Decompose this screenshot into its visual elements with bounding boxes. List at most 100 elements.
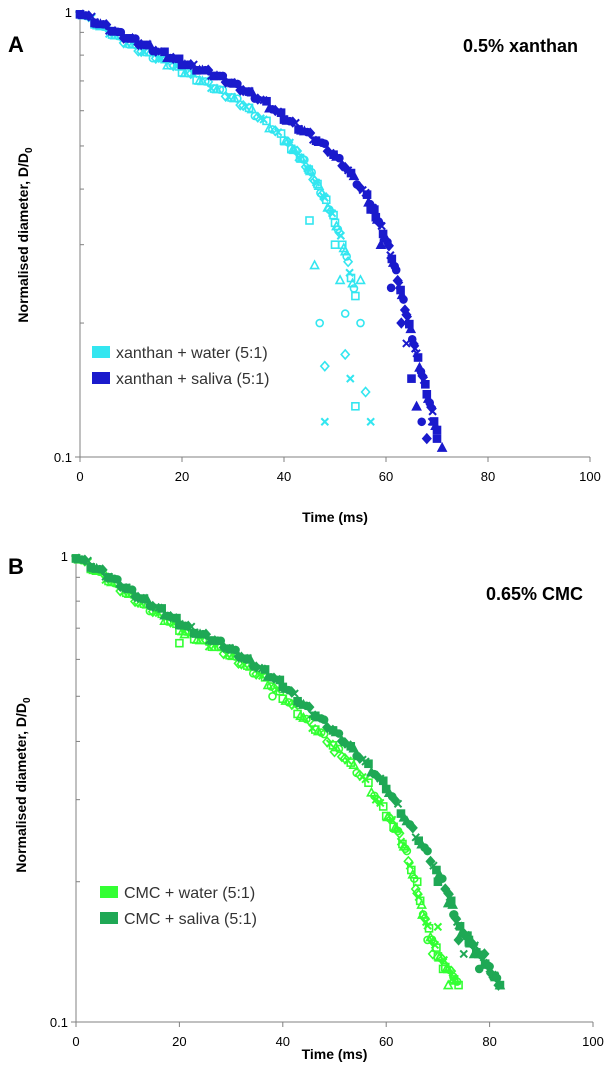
data-point [183, 68, 193, 78]
series-1 [75, 9, 448, 452]
data-point [360, 386, 371, 398]
data-point [378, 802, 388, 811]
data-point [402, 846, 412, 856]
data-point [464, 935, 474, 945]
data-point [375, 238, 387, 249]
data-point [485, 964, 494, 974]
data-point [319, 360, 330, 372]
x-tick-label: 60 [379, 1034, 393, 1049]
data-point [454, 980, 463, 990]
y-tick-label: 0.1 [54, 450, 72, 465]
data-point [244, 653, 256, 664]
data-point [453, 934, 464, 946]
data-point [260, 665, 270, 674]
data-point [371, 795, 381, 804]
data-point [334, 274, 346, 285]
x-tick-label: 100 [579, 469, 601, 484]
y-axis-title-subscript: 0 [24, 147, 35, 153]
data-point [433, 877, 443, 887]
x-tick-label: 100 [582, 1034, 604, 1049]
data-point [348, 742, 360, 753]
data-point [179, 628, 190, 639]
legend-swatch [92, 346, 110, 358]
data-point [346, 374, 355, 383]
legend-label: xanthan + water (5:1) [116, 345, 268, 362]
data-point [402, 339, 411, 348]
data-point [276, 108, 286, 117]
y-axis-title-main: Normalised diameter, D/D [15, 153, 31, 323]
data-point [172, 613, 181, 623]
data-point [268, 691, 277, 701]
data-point [416, 898, 427, 909]
data-point [340, 348, 351, 361]
x-tick-label: 40 [277, 469, 291, 484]
legend-label: CMC + water (5:1) [124, 885, 255, 902]
data-point [490, 972, 500, 982]
y-tick-label: 1 [61, 549, 68, 564]
chart-panel-a: 0 20 40 60 80 100 0.1 1 xanthan + water (5:1) xan… [8, 5, 601, 525]
data-point [157, 604, 166, 613]
data-point [321, 195, 331, 205]
legend-swatch [100, 912, 118, 924]
x-tick-label: 0 [76, 469, 83, 484]
data-point [216, 636, 226, 646]
panel-label: B [8, 554, 24, 579]
data-point [348, 170, 360, 181]
data-point [364, 759, 373, 769]
x-tick-label: 60 [379, 469, 393, 484]
data-point [348, 759, 360, 770]
data-point [428, 407, 437, 416]
x-axis-title: Time (ms) [302, 1046, 368, 1062]
data-point [468, 948, 480, 959]
data-point [394, 827, 405, 840]
panel-label: A [8, 32, 24, 57]
data-point [309, 259, 320, 270]
data-point [201, 77, 210, 86]
data-point [366, 205, 376, 214]
data-point [433, 922, 443, 932]
data-point [393, 799, 403, 809]
data-point [405, 323, 417, 334]
data-point [246, 103, 258, 114]
data-point [366, 417, 375, 426]
data-point [233, 94, 242, 103]
x-tick-label: 80 [482, 1034, 496, 1049]
x-tick-label: 20 [175, 469, 189, 484]
data-point [396, 317, 407, 329]
data-point [391, 265, 401, 275]
legend-label: CMC + saliva (5:1) [124, 911, 257, 928]
data-point [160, 47, 169, 57]
data-point [218, 85, 228, 95]
data-point [231, 645, 240, 655]
data-point [262, 96, 271, 106]
data-point [377, 221, 386, 231]
data-point [407, 822, 418, 834]
data-point [378, 776, 388, 786]
chart-panel-b: 0 20 40 60 80 100 0.1 1 CMC + water (5:1) CMC + s… [8, 549, 604, 1062]
data-point [329, 746, 340, 758]
x-tick-label: 80 [481, 469, 495, 484]
y-axis-title: Normalised diameter, D/D0 [13, 697, 33, 873]
data-point [175, 638, 184, 648]
data-point [432, 434, 442, 443]
data-point [336, 231, 346, 240]
data-point [412, 877, 422, 887]
data-point [305, 216, 314, 225]
data-point [315, 318, 325, 328]
data-point [364, 778, 373, 788]
x-tick-label: 0 [72, 1034, 79, 1049]
data-point [427, 417, 437, 426]
data-point [330, 240, 340, 249]
data-point [339, 245, 351, 256]
x-tick-label: 20 [172, 1034, 186, 1049]
data-point [343, 256, 354, 268]
data-point [410, 344, 420, 353]
data-point [436, 441, 448, 452]
data-point [290, 689, 299, 698]
data-point [413, 353, 423, 362]
data-point [275, 675, 285, 685]
data-point [320, 139, 330, 148]
data-point [386, 283, 396, 293]
data-point [319, 729, 329, 739]
data-point [449, 910, 458, 919]
